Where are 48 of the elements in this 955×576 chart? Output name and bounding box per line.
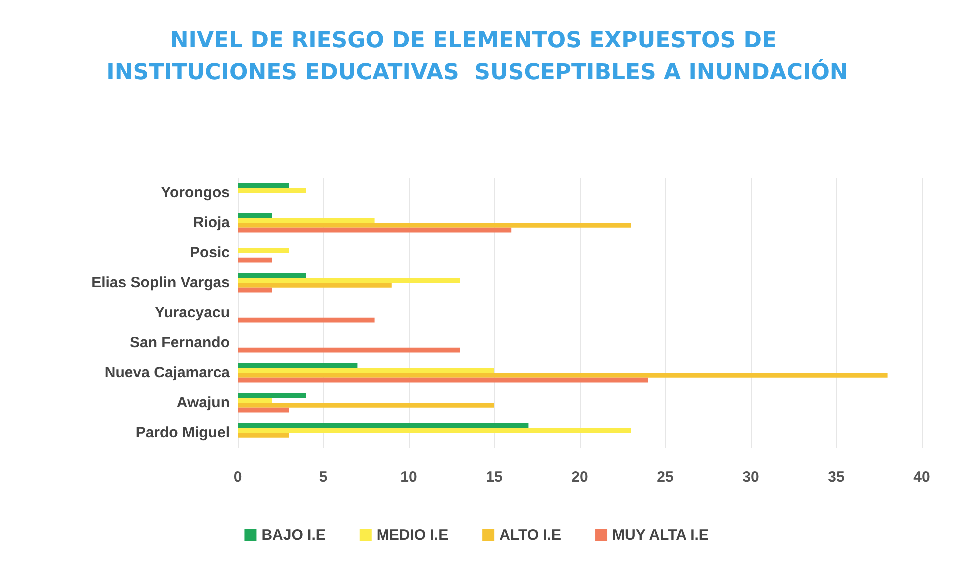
bar xyxy=(238,288,272,293)
bar xyxy=(238,348,460,353)
y-tick-label: Elias Soplin Vargas xyxy=(92,274,230,292)
bar xyxy=(238,278,460,283)
bar xyxy=(238,283,392,288)
bar xyxy=(238,188,306,193)
x-tick-label: 0 xyxy=(234,469,242,486)
bar xyxy=(238,378,648,383)
bar xyxy=(238,398,272,403)
y-tick-label: Nueva Cajamarca xyxy=(104,364,231,382)
bar xyxy=(238,318,375,323)
x-tick-label: 30 xyxy=(742,469,760,486)
x-tick-label: 35 xyxy=(828,469,845,486)
bar xyxy=(238,423,529,428)
legend-label: MUY ALTA I.E xyxy=(612,527,709,544)
bar xyxy=(238,183,290,188)
bar xyxy=(238,428,632,433)
x-tick-label: 15 xyxy=(486,469,503,486)
bar xyxy=(238,393,306,398)
x-tick-label: 10 xyxy=(400,469,418,486)
y-tick-label: Rioja xyxy=(193,214,231,232)
y-tick-label: Pardo Miguel xyxy=(136,424,230,442)
legend-label: BAJO I.E xyxy=(262,527,326,544)
x-tick-label: 25 xyxy=(657,469,674,486)
y-tick-label: Posic xyxy=(190,244,230,262)
bar xyxy=(238,228,512,233)
bar xyxy=(238,363,358,368)
bar xyxy=(238,368,494,373)
y-tick-label: Yorongos xyxy=(161,184,230,202)
bar xyxy=(238,218,375,223)
y-tick-label: Awajun xyxy=(176,394,230,412)
bar xyxy=(238,213,272,218)
y-tick-label: Yuracyacu xyxy=(154,304,230,322)
y-tick-label: San Fernando xyxy=(130,334,230,352)
bar xyxy=(238,248,290,253)
x-tick-label: 40 xyxy=(914,469,930,486)
bar xyxy=(238,408,290,413)
chart-title: NIVEL DE RIESGO DE ELEMENTOS EXPUESTOS DE INSTITUCIONES EDUCATIVAS SUSCEPTIBLES A INUNDACIÓN xyxy=(106,28,848,86)
bar xyxy=(238,403,494,408)
bar xyxy=(238,223,632,228)
x-tick-label: 20 xyxy=(572,469,588,486)
x-tick-label: 5 xyxy=(319,469,328,486)
legend-label: MEDIO I.E xyxy=(376,527,449,544)
bar xyxy=(238,433,290,438)
bar xyxy=(238,373,888,378)
legend-label: ALTO I.E xyxy=(500,527,562,544)
bar xyxy=(238,273,306,278)
bar xyxy=(238,258,272,263)
